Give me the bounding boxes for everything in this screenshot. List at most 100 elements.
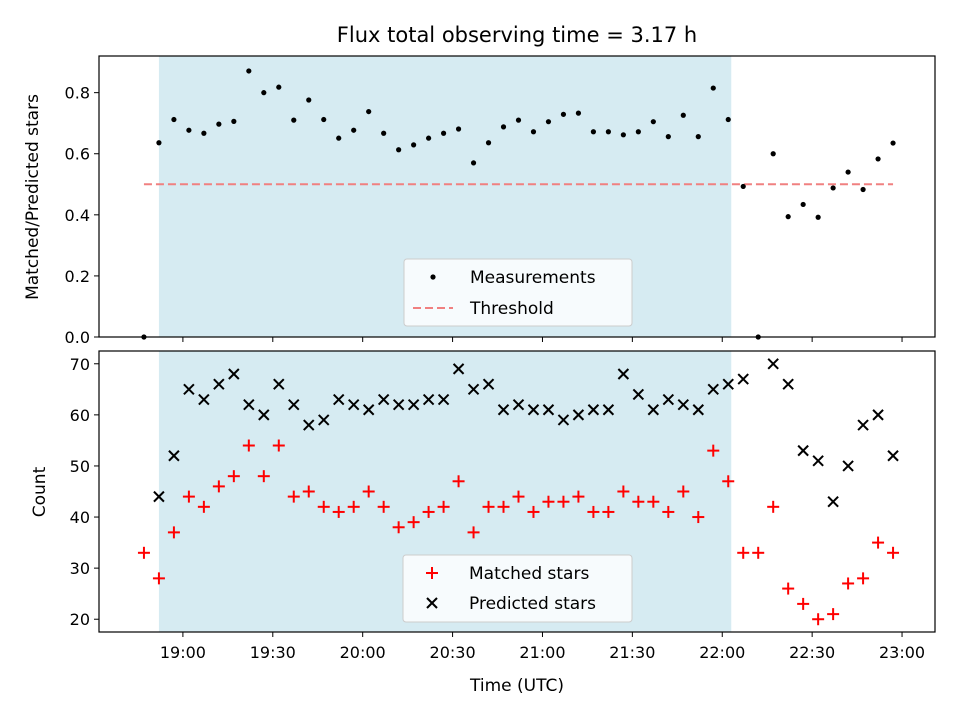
count-panel: 20 30 40 50 60 70 19:00 19:30 20:00 20:30 21:00 21:… [30,350,936,696]
x-tick-label: 20:00 [340,643,386,662]
measurement-point [396,147,402,153]
predicted-stars-point [213,378,225,390]
matched-stars-point [722,475,735,488]
count-legend-box [402,554,633,623]
predicted-stars-point [333,393,345,406]
measurement-point [875,156,881,162]
measurement-point [560,111,567,117]
matched-stars-point [152,572,165,585]
measurement-point [890,140,896,146]
predicted-stars-point [617,368,630,380]
predicted-stars-point [168,450,180,462]
predicted-stars-point [318,414,330,426]
predicted-stars-point [842,460,854,472]
predicted-stars-point [198,393,210,406]
measurement-point [216,121,222,127]
predicted-stars-point [183,383,195,396]
ratio-panel: 0.00.20.40.60.8 Matched/Predicted stars … [23,55,936,347]
legend-predicted-label: Predicted stars [469,594,596,614]
matched-stars-point [527,505,540,518]
legend-measurements-marker [430,274,436,280]
legend-threshold-label: Threshold [469,299,554,319]
measurement-point [635,129,641,135]
predicted-stars-point [887,450,899,462]
predicted-stars-point [782,378,794,390]
measurement-point [695,134,701,140]
predicted-stars-point [153,490,165,503]
measurement-point [455,126,462,132]
predicted-stars-point [273,378,285,390]
matched-stars-point [332,505,345,518]
matched-stars-point [452,475,465,488]
predicted-stars-point [872,409,884,421]
count-y-tick-label: 70 [70,355,90,374]
count-legend: Matched stars Predicted stars [402,554,633,623]
matched-stars-point [407,516,420,529]
predicted-stars-point [347,398,360,411]
measurement-point [680,112,686,118]
predicted-stars-point [647,404,660,416]
legend-matched-marker [426,567,438,579]
measurement-point [186,127,192,133]
matched-stars-point [542,495,555,508]
predicted-stars-point [797,444,809,457]
matched-stars-point [572,490,585,503]
ratio-frame [98,55,936,338]
matched-stars-point [197,500,210,513]
measurement-point [650,119,656,125]
matched-stars-point [647,495,660,508]
predicted-stars-point [407,398,420,411]
legend-matched-label: Matched stars [469,564,589,584]
count-y-tick-label: 20 [70,610,90,629]
predicted-stars-point [827,496,839,508]
measurement-point [785,214,791,220]
matched-stars-point [677,485,690,498]
matched-stars-point [212,480,225,493]
measurement-point [261,90,267,96]
predicted-stars-point [377,393,390,406]
measurement-point [545,119,552,125]
matched-stars-point [767,500,780,513]
matched-stars-point [482,500,495,513]
x-tick-label: 23:00 [879,643,925,662]
measurement-point [845,169,851,175]
matched-stars-point [242,439,255,452]
predicted-stars-point [707,383,719,396]
predicted-stars-point [677,398,690,411]
measurement-point [201,130,207,136]
x-tick-label: 22:30 [789,643,835,662]
ratio-y-tick-label: 0.8 [65,84,90,103]
measurement-point [156,140,162,146]
predicted-stars-point [422,393,435,406]
measurement-point [860,186,866,193]
predicted-stars-point [722,378,734,390]
measurement-point [515,117,522,123]
matched-stars-point [692,511,705,524]
predicted-stars-point [587,404,600,416]
ratio-legend-box [403,258,633,327]
matched-stars-point [827,608,840,621]
matched-stars-point [362,485,375,498]
ratio-y-tick-label: 0.6 [65,145,90,164]
matched-stars-point [182,490,195,503]
matched-stars-point [257,470,270,483]
count-plot-area: 20 30 40 50 60 70 19:00 19:30 20:00 20:30 21:00 21:… [70,350,936,662]
measurement-point [291,117,297,123]
predicted-stars-point [362,404,375,416]
predicted-stars-point [557,414,570,426]
measurement-point [231,118,237,124]
measurement-point [530,129,537,135]
predicted-stars-point [527,404,540,416]
predicted-stars-point [467,383,480,396]
x-tick-label: 19:00 [160,643,206,662]
measurement-point [426,135,432,141]
matched-stars-point [737,546,750,559]
chart-title: Flux total observing time = 3.17 h [337,23,697,47]
measurement-point [351,127,357,133]
measurement-point [336,135,342,141]
ratio-y-tick-label: 0.0 [65,328,90,347]
predicted-stars-point [482,378,495,390]
matched-stars-point [662,505,675,518]
x-axis-label: Time (UTC) [469,676,564,696]
